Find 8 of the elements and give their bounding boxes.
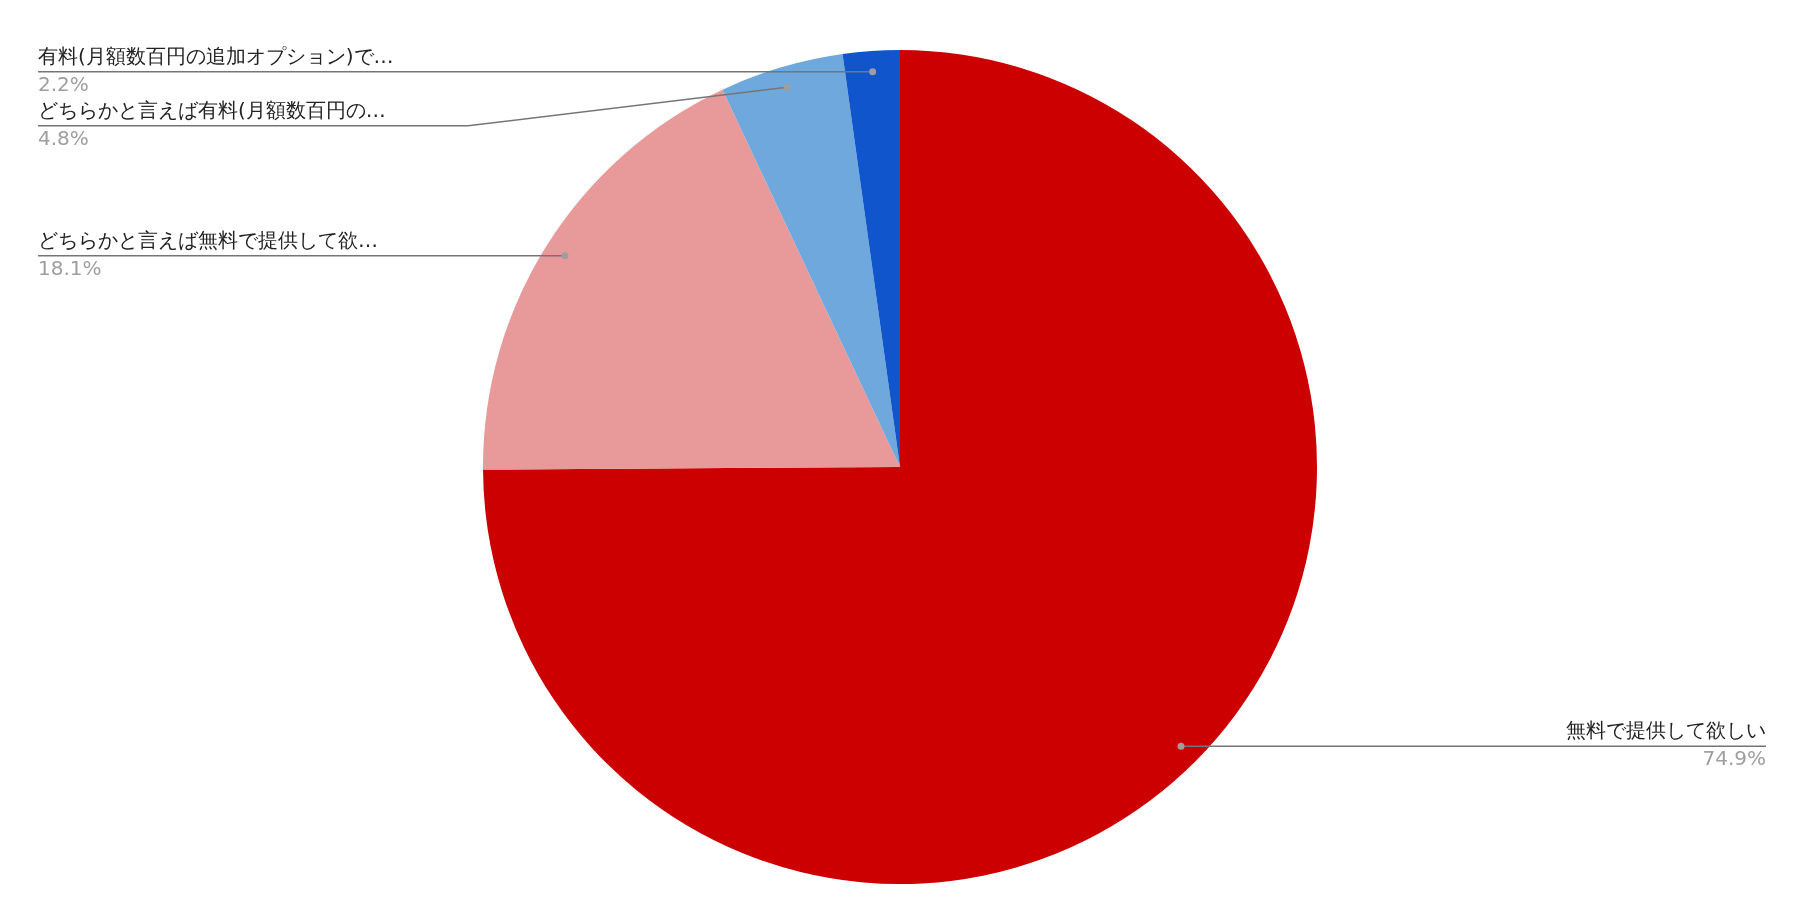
slice-label: どちらかと言えば無料で提供して欲… (38, 227, 378, 252)
slice-label: 有料(月額数百円の追加オプション)で… (38, 44, 394, 68)
slice-label: どちらかと言えば有料(月額数百円の… (38, 98, 386, 122)
data-label: 74.9% (1702, 746, 1766, 771)
data-label: 2.2% (38, 72, 89, 96)
data-label: 4.8% (38, 126, 89, 150)
data-label: 18.1% (38, 255, 102, 280)
slice-label: 無料で提供して欲しい (1566, 718, 1766, 743)
